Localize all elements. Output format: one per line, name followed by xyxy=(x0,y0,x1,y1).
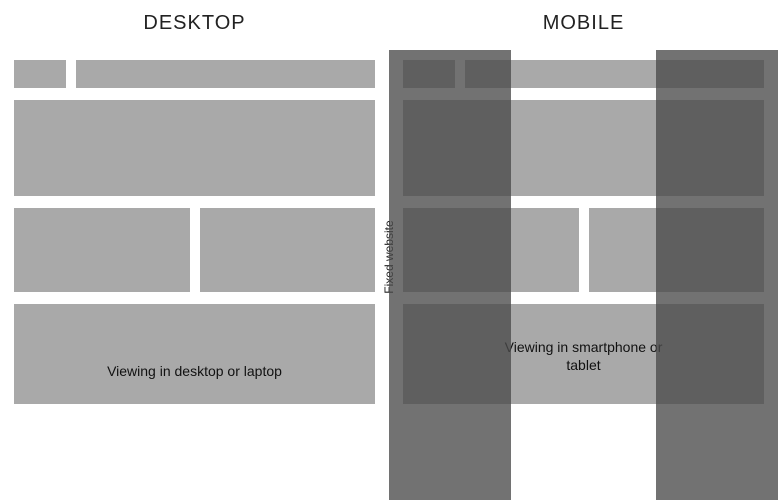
desktop-title: DESKTOP xyxy=(0,12,389,35)
desktop-layout: Viewing in desktop or laptop xyxy=(0,50,389,430)
desktop-hero-row xyxy=(14,100,375,196)
nav-block xyxy=(465,60,764,88)
column-block xyxy=(200,208,376,292)
logo-block xyxy=(14,60,66,88)
footer-block: Viewing in desktop or laptop xyxy=(14,304,375,404)
column-block xyxy=(14,208,190,292)
column-block xyxy=(589,208,765,292)
hero-block xyxy=(403,100,764,196)
mobile-columns-row xyxy=(403,208,764,292)
desktop-header-row xyxy=(14,60,375,88)
desktop-panel: DESKTOP Viewing in desktop or laptop xyxy=(0,0,389,500)
mobile-panel: MOBILE Viewing in smartphone or tablet xyxy=(389,0,778,500)
mobile-footer-row: Viewing in smartphone or tablet xyxy=(403,304,764,404)
logo-block xyxy=(403,60,455,88)
nav-block xyxy=(76,60,375,88)
mobile-caption: Viewing in smartphone or tablet xyxy=(403,338,764,374)
mobile-header-row xyxy=(403,60,764,88)
diagram-container: DESKTOP Viewing in desktop or laptop Fix… xyxy=(0,0,778,500)
mobile-title: MOBILE xyxy=(389,12,778,35)
desktop-columns-row xyxy=(14,208,375,292)
hero-block xyxy=(14,100,375,196)
footer-block: Viewing in smartphone or tablet xyxy=(403,304,764,404)
mobile-layout: Viewing in smartphone or tablet xyxy=(389,50,778,430)
desktop-caption: Viewing in desktop or laptop xyxy=(14,362,375,380)
desktop-footer-row: Viewing in desktop or laptop xyxy=(14,304,375,404)
column-block xyxy=(403,208,579,292)
mobile-hero-row xyxy=(403,100,764,196)
